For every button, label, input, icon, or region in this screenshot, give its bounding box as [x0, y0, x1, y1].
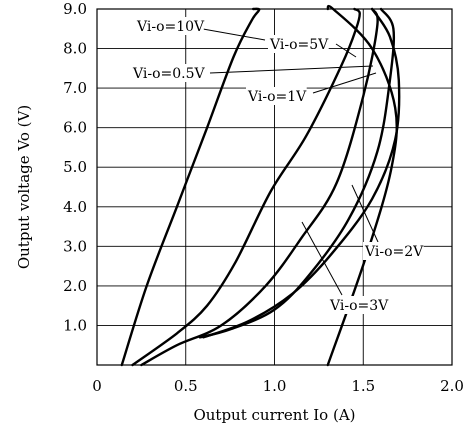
- annotations: Vi-o=10V Vi-o=5V Vi-o=0.5V Vi-o=1V Vi-o=2V Vi…: [131, 17, 424, 314]
- y-tick-labels: 1.0 2.0 3.0 4.0 5.0 6.0 7.0 8.0 9.0: [63, 0, 87, 334]
- x-tick-label: 1.5: [351, 377, 375, 395]
- x-tick-labels: 0 0.5 1.0 1.5 2.0: [92, 377, 464, 395]
- x-axis-label: Output current Io (A): [193, 406, 355, 424]
- x-tick-label: 0.5: [174, 377, 198, 395]
- series-line-vi-o-2v: [198, 7, 396, 339]
- annotation-bg-vi-o-1v: [246, 87, 307, 105]
- annotation-bg-vi-o-10v: [135, 17, 204, 35]
- y-tick-label: 7.0: [63, 79, 87, 97]
- annotation-leader-vi-o-5v: [335, 43, 357, 58]
- annotation-vi-o-5v: Vi-o=5V: [269, 37, 329, 53]
- annotation-leader-vi-o-2v: [351, 184, 379, 243]
- x-tick-label: 0: [92, 377, 102, 395]
- y-tick-label: 1.0: [63, 316, 87, 334]
- y-tick-label: 5.0: [63, 158, 87, 176]
- x-tick-label: 2.0: [440, 377, 464, 395]
- annotation-bg-vi-o-5v: [268, 35, 329, 53]
- annotation-leader-vi-o-10v: [202, 28, 266, 41]
- y-tick-label: 4.0: [63, 198, 87, 216]
- annotation-bg-vi-o-2v: [363, 242, 424, 260]
- series-line-vi-o-1v: [202, 7, 401, 339]
- annotation-vi-o-10v: Vi-o=10V: [136, 19, 205, 35]
- grid: [97, 9, 452, 365]
- annotation-bg-vi-o-0-5v: [131, 64, 208, 82]
- y-axis-label: Output voltage Vo (V): [15, 105, 33, 269]
- y-tick-label: 2.0: [63, 277, 87, 295]
- x-tick-label: 1.0: [263, 377, 287, 395]
- annotation-vi-o-3v: Vi-o=3V: [329, 298, 389, 314]
- annotation-leader-vi-o-0-5v: [209, 65, 374, 74]
- plot-frame: [96, 8, 453, 366]
- annotation-leader-vi-o-1v: [312, 72, 377, 94]
- annotation-bg-vi-o-3v: [328, 296, 389, 314]
- annotation-vi-o-1v: Vi-o=1V: [247, 89, 307, 105]
- annotation-vi-o-2v: Vi-o=2V: [364, 244, 424, 260]
- y-tick-label: 8.0: [63, 40, 87, 58]
- annotation-leader-vi-o-3v: [301, 221, 343, 296]
- y-tick-label: 9.0: [63, 0, 87, 18]
- annotation-vi-o-0-5v: Vi-o=0.5V: [132, 66, 205, 82]
- series-line-vi-o-3v: [140, 7, 379, 367]
- series-line-vi-o-5v: [131, 7, 361, 367]
- y-tick-label: 6.0: [63, 119, 87, 137]
- y-tick-label: 3.0: [63, 237, 87, 255]
